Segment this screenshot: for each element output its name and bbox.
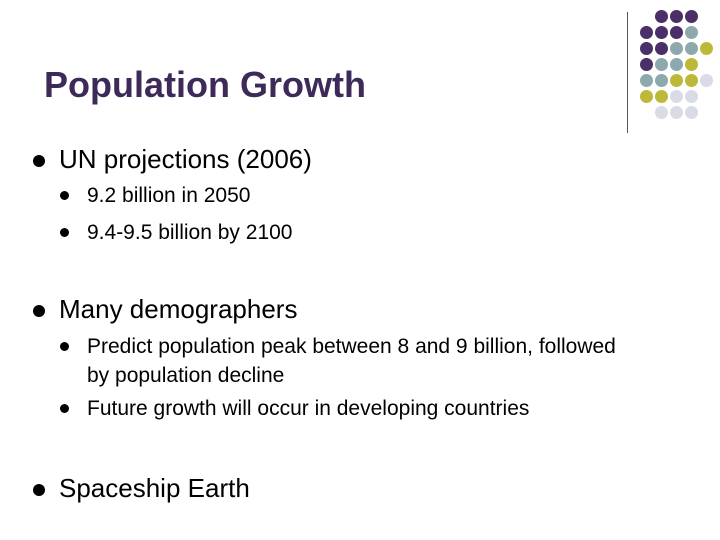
dot xyxy=(685,74,698,87)
bullet-dot xyxy=(33,155,45,167)
dot xyxy=(685,26,698,39)
dot xyxy=(685,106,698,119)
dot xyxy=(670,10,683,23)
sub-bullet-text: 9.2 billion in 2050 xyxy=(87,184,251,207)
sub-bullet-text: Future growth will occur in developing c… xyxy=(87,397,530,420)
dot xyxy=(655,58,668,71)
dot xyxy=(700,74,713,87)
slide-title: Population Growth xyxy=(44,64,366,105)
dot xyxy=(655,42,668,55)
dot xyxy=(640,42,653,55)
dot xyxy=(685,58,698,71)
dot xyxy=(670,26,683,39)
sub-bullet-dot xyxy=(60,404,69,413)
dot xyxy=(685,10,698,23)
dot xyxy=(700,42,713,55)
sub-bullet-text: by population decline xyxy=(87,364,285,387)
dot xyxy=(685,42,698,55)
dot xyxy=(700,106,713,119)
sub-bullet-dot xyxy=(60,342,69,351)
dot xyxy=(640,58,653,71)
sub-bullet-text: Predict population peak between 8 and 9 … xyxy=(87,335,616,358)
bullet-text: Many demographers xyxy=(59,294,298,324)
dot xyxy=(640,10,653,23)
dot xyxy=(670,42,683,55)
dot xyxy=(640,74,653,87)
dot xyxy=(670,58,683,71)
dot xyxy=(655,90,668,103)
sub-bullet-dot xyxy=(60,191,69,200)
bullet-dot xyxy=(33,484,45,496)
dot xyxy=(655,26,668,39)
dot xyxy=(700,26,713,39)
dot xyxy=(685,90,698,103)
sub-bullet-text: 9.4-9.5 billion by 2100 xyxy=(87,221,293,244)
decorative-divider xyxy=(627,12,628,133)
dot xyxy=(655,10,668,23)
dot xyxy=(640,26,653,39)
dot xyxy=(700,58,713,71)
dot xyxy=(655,74,668,87)
bullet-text: UN projections (2006) xyxy=(59,144,312,174)
bullet-dot xyxy=(33,305,45,317)
dot xyxy=(640,90,653,103)
dot xyxy=(670,90,683,103)
bullet-text: Spaceship Earth xyxy=(59,473,250,503)
dot xyxy=(655,106,668,119)
dot xyxy=(700,90,713,103)
sub-bullet-dot xyxy=(60,228,69,237)
dot xyxy=(700,10,713,23)
dot xyxy=(640,106,653,119)
dot xyxy=(670,74,683,87)
dot xyxy=(670,106,683,119)
decorative-dot-grid xyxy=(640,10,713,119)
